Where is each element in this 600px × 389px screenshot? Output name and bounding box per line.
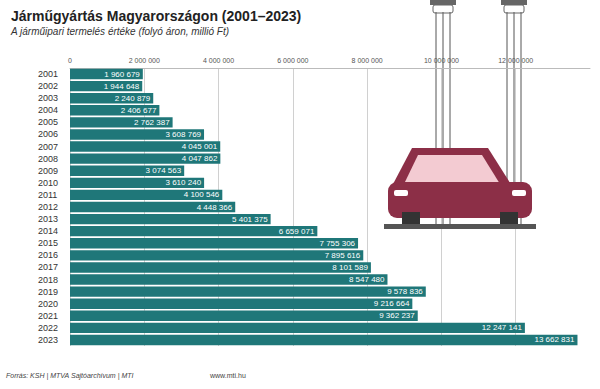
svg-text:2018: 2018	[38, 275, 58, 285]
svg-text:2017: 2017	[38, 262, 58, 272]
svg-text:13 662 831: 13 662 831	[534, 335, 575, 344]
svg-text:2001: 2001	[38, 69, 58, 79]
svg-text:2007: 2007	[38, 142, 58, 152]
svg-text:2010: 2010	[38, 178, 58, 188]
svg-text:2004: 2004	[38, 105, 58, 115]
svg-text:2021: 2021	[38, 311, 58, 321]
svg-text:2 240 879: 2 240 879	[115, 94, 151, 103]
svg-text:2 000 000: 2 000 000	[129, 57, 160, 64]
svg-text:2012: 2012	[38, 202, 58, 212]
svg-text:9 362 237: 9 362 237	[379, 311, 415, 320]
svg-text:3 610 240: 3 610 240	[166, 178, 202, 187]
svg-text:2008: 2008	[38, 154, 58, 164]
svg-text:Járműgyártás Magyarországon (2: Járműgyártás Magyarországon (2001–2023)	[11, 8, 301, 24]
svg-text:2015: 2015	[38, 238, 58, 248]
svg-text:4 045 001: 4 045 001	[182, 142, 218, 151]
svg-text:2003: 2003	[38, 93, 58, 103]
svg-text:2020: 2020	[38, 299, 58, 309]
svg-text:2005: 2005	[38, 117, 58, 127]
svg-text:7 755 306: 7 755 306	[319, 239, 355, 248]
svg-text:A járműipari termelés értéke (: A járműipari termelés értéke (folyó áron…	[10, 26, 229, 37]
svg-text:12 247 141: 12 247 141	[482, 323, 523, 332]
svg-text:2022: 2022	[38, 323, 58, 333]
svg-text:2023: 2023	[38, 335, 58, 345]
svg-text:8 101 589: 8 101 589	[332, 263, 368, 272]
svg-text:9 578 836: 9 578 836	[387, 287, 423, 296]
svg-text:0: 0	[68, 57, 72, 64]
svg-text:www.mti.hu: www.mti.hu	[209, 372, 246, 379]
svg-text:2002: 2002	[38, 81, 58, 91]
svg-text:2011: 2011	[38, 190, 57, 200]
svg-text:7 895 616: 7 895 616	[325, 251, 361, 260]
svg-text:9 216 664: 9 216 664	[374, 299, 410, 308]
svg-text:2014: 2014	[38, 226, 58, 236]
svg-text:Forrás: KSH | MTVA Sajtóarchív: Forrás: KSH | MTVA Sajtóarchívum | MTI	[6, 372, 134, 380]
svg-text:6 000 000: 6 000 000	[277, 57, 308, 64]
svg-text:10 000 000: 10 000 000	[424, 57, 459, 64]
svg-text:4 100 546: 4 100 546	[184, 190, 220, 199]
svg-text:2009: 2009	[38, 166, 58, 176]
svg-text:2016: 2016	[38, 250, 58, 260]
svg-text:12 000 000: 12 000 000	[498, 57, 533, 64]
svg-text:5 401 375: 5 401 375	[232, 215, 268, 224]
svg-text:4 448 366: 4 448 366	[197, 203, 233, 212]
svg-text:6 659 071: 6 659 071	[279, 227, 315, 236]
svg-text:1 960 679: 1 960 679	[104, 70, 140, 79]
svg-text:3 074 563: 3 074 563	[146, 166, 182, 175]
svg-text:2019: 2019	[38, 287, 58, 297]
svg-text:4 000 000: 4 000 000	[203, 57, 234, 64]
svg-text:8 000 000: 8 000 000	[352, 57, 383, 64]
svg-text:2 406 677: 2 406 677	[121, 106, 157, 115]
svg-text:3 608 769: 3 608 769	[165, 130, 201, 139]
svg-text:8 547 480: 8 547 480	[349, 275, 385, 284]
svg-text:1 944 648: 1 944 648	[104, 82, 140, 91]
svg-text:2006: 2006	[38, 129, 58, 139]
svg-text:2 762 387: 2 762 387	[134, 118, 170, 127]
svg-text:2013: 2013	[38, 214, 58, 224]
svg-text:4 047 862: 4 047 862	[182, 154, 218, 163]
